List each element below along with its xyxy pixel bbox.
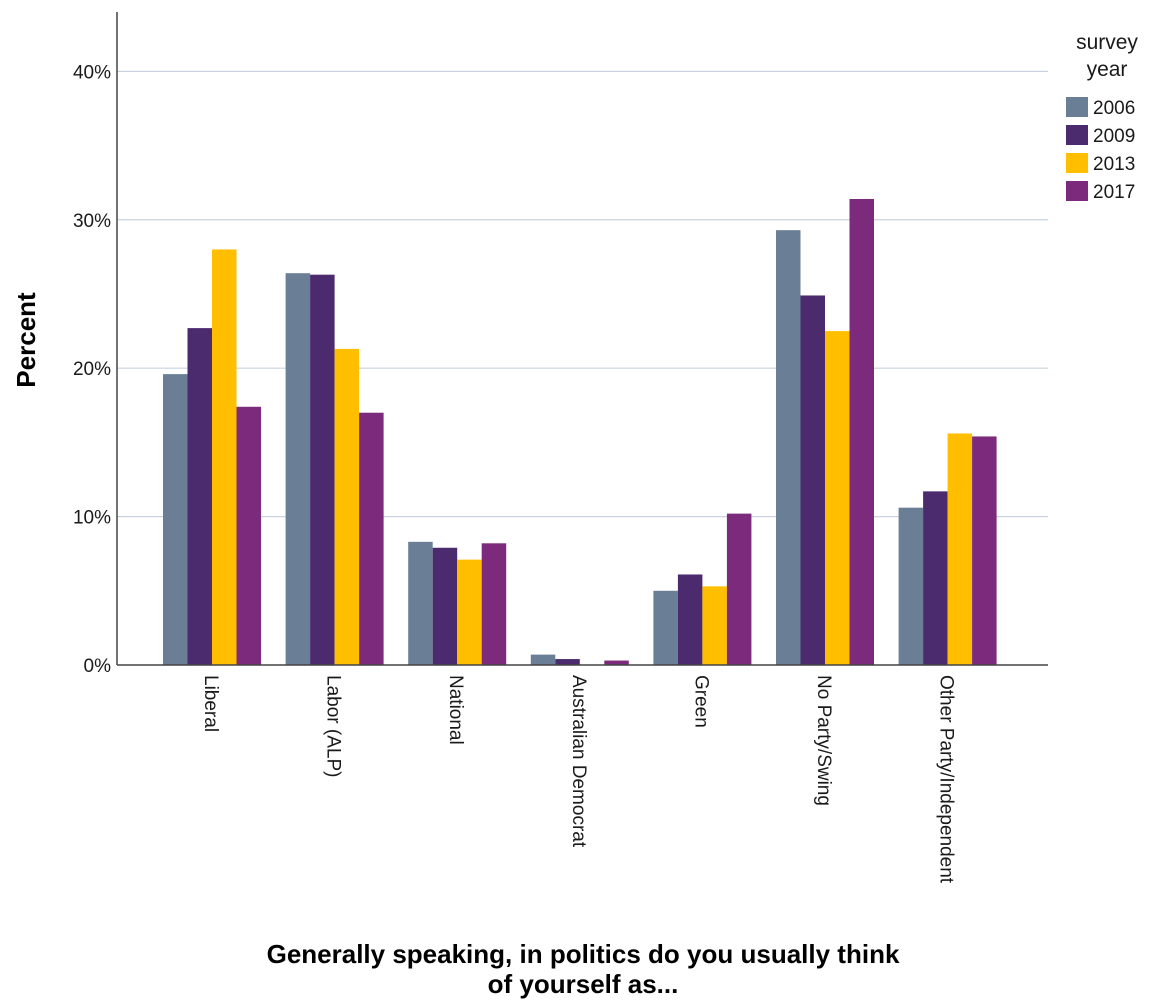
legend-swatch-2017: [1066, 181, 1088, 201]
bar-2017-4: [726, 513, 752, 665]
bar-2006-4: [653, 590, 678, 665]
y-axis-title: Percent: [11, 292, 41, 388]
x-category-label: Other Party/Independent: [936, 675, 957, 884]
bar-2009-2: [432, 547, 458, 665]
legend-label-2017: 2017: [1093, 182, 1135, 203]
x-category-label: Labor (ALP): [323, 675, 344, 777]
y-tick-label: 30%: [73, 211, 111, 232]
bar-2017-6: [972, 436, 997, 665]
x-axis-title-line-2: of yourself as...: [488, 969, 679, 999]
bars: [163, 198, 997, 666]
y-tick-label: 10%: [73, 508, 111, 529]
legend-label-2009: 2009: [1093, 126, 1135, 147]
bar-2006-3: [530, 654, 556, 665]
legend-label-2006: 2006: [1093, 98, 1135, 119]
x-category-label: Liberal: [200, 675, 221, 732]
legend-title-line-2: year: [1087, 58, 1128, 81]
legend-swatch-2006: [1066, 97, 1088, 117]
bar-2013-1: [334, 348, 360, 665]
bar-2017-0: [236, 406, 261, 665]
legend-label-2013: 2013: [1093, 154, 1135, 175]
bar-2017-5: [849, 198, 874, 665]
bar-2017-3: [604, 660, 629, 665]
bar-2006-1: [285, 273, 311, 665]
bar-2009-4: [677, 574, 703, 665]
y-tick-label: 20%: [73, 359, 111, 380]
x-category-label: Australian Democrat: [568, 675, 589, 848]
x-axis-title-line-1: Generally speaking, in politics do you u…: [267, 939, 900, 969]
bar-2017-1: [359, 412, 384, 665]
x-category-labels: Liberal Labor (ALP) National Australian Dem…: [200, 675, 957, 884]
y-tick-label: 0%: [84, 656, 112, 677]
legend-items: 2006 2009 2013 2017: [1066, 97, 1135, 203]
legend-swatch-2009: [1066, 125, 1088, 145]
bar-2009-0: [187, 328, 212, 665]
y-tick-label: 40%: [73, 62, 111, 83]
bar-2009-5: [800, 295, 825, 665]
axes: [116, 12, 1048, 666]
bar-2013-0: [212, 249, 237, 666]
bar-2009-1: [310, 274, 335, 665]
y-tick-labels: 0% 10% 20% 30% 40%: [73, 62, 111, 677]
bar-2013-6: [947, 433, 973, 665]
bar-2006-2: [408, 541, 433, 665]
bar-2017-2: [481, 543, 507, 665]
bar-2013-2: [457, 559, 482, 665]
bar-2006-0: [163, 374, 188, 665]
x-category-label: No Party/Swing: [813, 675, 834, 806]
legend-title-line-1: survey: [1076, 31, 1138, 54]
legend-swatch-2013: [1066, 153, 1088, 173]
x-category-label: Green: [690, 675, 711, 728]
legend: survey year 2006 2009 2013 2017: [1066, 31, 1138, 203]
bar-2009-3: [555, 659, 580, 665]
bar-2009-6: [923, 491, 948, 665]
bar-2013-4: [702, 586, 727, 665]
bar-2006-6: [898, 507, 924, 665]
x-category-label: National: [445, 675, 466, 745]
bar-2006-5: [776, 230, 801, 665]
bar-2013-5: [825, 331, 850, 665]
grid-lines: [117, 70, 1048, 518]
